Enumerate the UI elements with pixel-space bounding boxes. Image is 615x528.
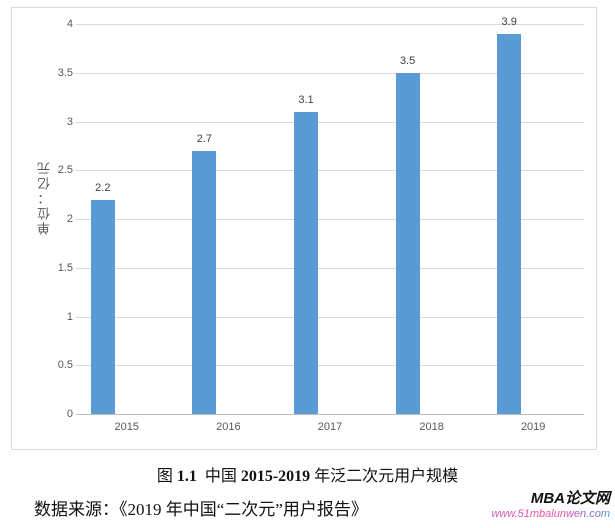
data-label-2019: 3.9 <box>501 15 517 28</box>
caption-fig-label: 图 <box>156 468 177 485</box>
y-tick-label: 1.5 <box>57 261 73 274</box>
caption-year-range: 2015-2019 <box>240 468 311 485</box>
bar-2019 <box>497 33 522 414</box>
gridline <box>76 316 584 318</box>
data-label-2018: 3.5 <box>399 54 416 67</box>
y-tick-label: 3.5 <box>57 66 73 79</box>
y-tick-label: 0.5 <box>57 359 73 372</box>
x-tick-label-2019: 2019 <box>520 421 546 433</box>
watermark-url[interactable]: www.51mbalunwen.com <box>491 507 610 520</box>
gridline <box>76 72 584 74</box>
data-label-2017: 3.1 <box>298 93 314 106</box>
caption-rest: 年泛二次元用户规模 <box>310 468 459 485</box>
chart-frame: 单位：亿元 4 3.5 3 2.5 2 1.5 1 0.5 0 2.2 2.7 3.1 3.5 3.9 … <box>11 7 597 450</box>
gridline <box>76 121 584 123</box>
data-label-2016: 2.7 <box>196 132 213 145</box>
x-tick-label-2017: 2017 <box>317 421 343 433</box>
watermark-brand: MBA论文网 <box>530 490 610 507</box>
y-tick-label: 3 <box>66 115 73 128</box>
data-label-2015: 2.2 <box>95 181 111 194</box>
y-tick-label: 4 <box>66 18 73 30</box>
caption-fig-number: 1.1 <box>176 468 197 485</box>
x-tick-label-2016: 2016 <box>216 421 241 433</box>
gridline <box>76 365 584 367</box>
y-tick-label: 2.5 <box>57 164 73 177</box>
gridline <box>76 267 584 269</box>
gridline <box>76 170 584 172</box>
x-axis-line <box>76 414 584 415</box>
gridline <box>76 219 584 220</box>
watermark: MBA论文网 www.51mbalunwen.com <box>491 490 610 520</box>
data-source-line: 数据来源：《2019 年中国“二次元”用户报告》 <box>34 500 368 519</box>
bar-2015 <box>90 199 115 414</box>
bar-2017 <box>294 111 318 414</box>
x-axis-labels: 2015 2016 2017 2018 2019 <box>76 420 584 436</box>
x-tick-label-2015: 2015 <box>114 421 140 433</box>
caption-mid: 中国 <box>196 468 241 485</box>
figure-caption: 图 1.1 中国 2015-2019 年泛二次元用户规模 <box>0 462 615 486</box>
gridline <box>76 24 584 25</box>
y-tick-label: 2 <box>66 213 73 225</box>
bar-2018 <box>395 72 420 414</box>
x-tick-label-2018: 2018 <box>419 421 444 433</box>
plot-area: 2.2 2.7 3.1 3.5 3.9 <box>76 16 584 415</box>
y-tick-label: 1 <box>66 310 73 323</box>
bar-2016 <box>192 150 217 414</box>
y-tick-label: 0 <box>66 408 73 420</box>
